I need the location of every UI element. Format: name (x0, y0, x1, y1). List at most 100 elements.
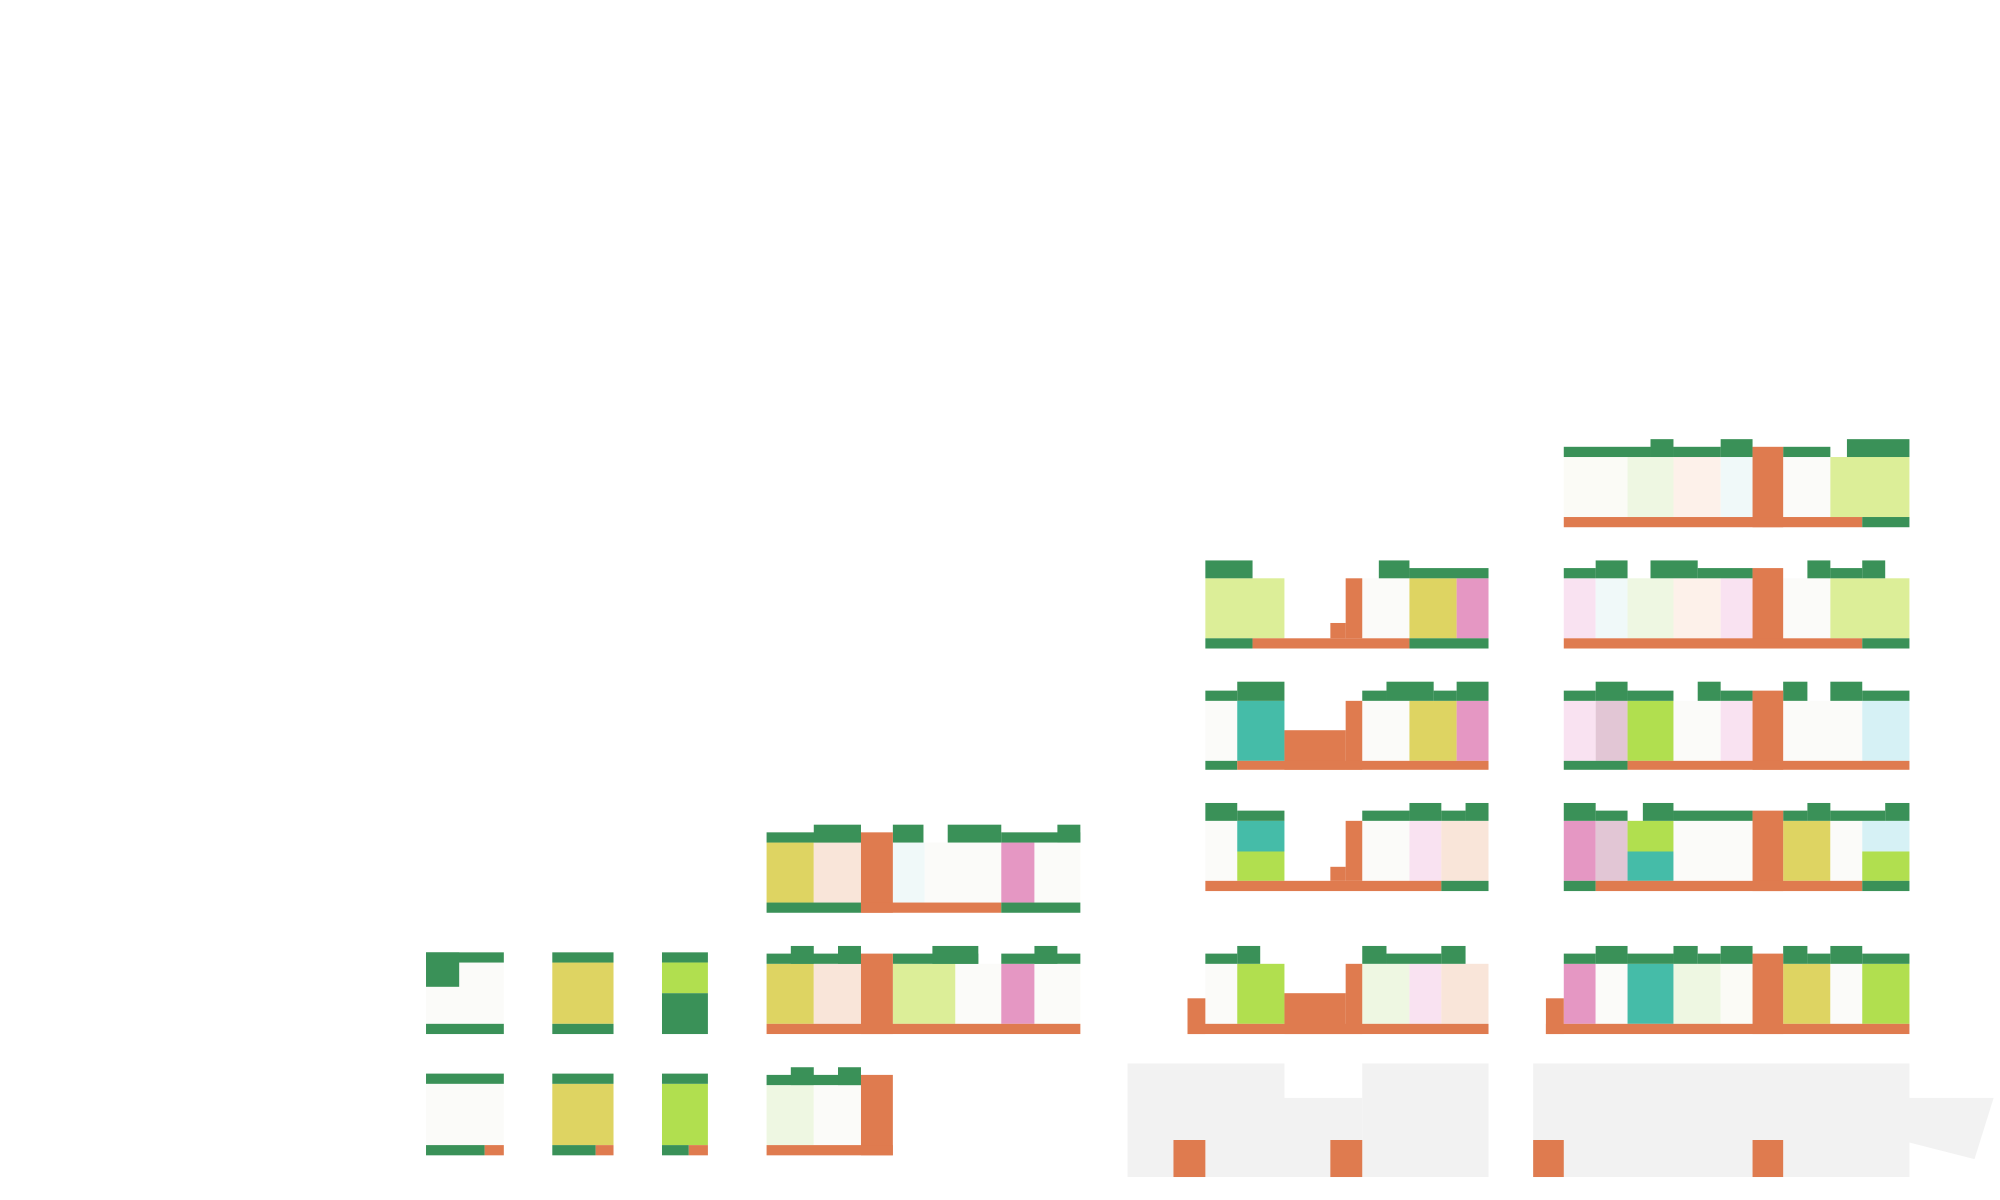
green-roof (1650, 439, 1674, 458)
green-roof (1830, 810, 1886, 821)
green-roof (661, 1073, 708, 1084)
structure (1252, 638, 1410, 649)
green-roof (1595, 945, 1628, 964)
green-roof (1885, 802, 1910, 821)
room (1595, 963, 1628, 1024)
structure (1330, 622, 1346, 639)
green-roof (661, 1145, 689, 1156)
green-roof (1862, 690, 1910, 701)
room (552, 1083, 614, 1146)
room (813, 842, 861, 903)
green-roof (1627, 953, 1674, 964)
green-roof (1830, 568, 1863, 579)
structure (1752, 568, 1784, 649)
structure (1752, 810, 1784, 892)
room (1205, 820, 1238, 881)
room (1862, 820, 1910, 852)
structure (1533, 1140, 1564, 1178)
structure (1330, 866, 1346, 881)
room (1409, 963, 1442, 1024)
structure (1345, 700, 1363, 770)
room (1627, 963, 1674, 1024)
room (1205, 963, 1238, 1024)
green-roof (552, 952, 614, 963)
room (1673, 700, 1721, 761)
structure (1627, 760, 1910, 770)
room (1409, 700, 1457, 761)
green-roof (1362, 945, 1387, 964)
ground (1533, 1063, 1910, 1178)
structure (860, 1074, 893, 1156)
structure (860, 832, 893, 913)
green-roof (1001, 902, 1081, 913)
structure (1205, 880, 1442, 892)
room (813, 1085, 861, 1146)
green-roof (1237, 945, 1261, 964)
green-roof (790, 1067, 814, 1086)
room (1783, 820, 1831, 881)
room (766, 963, 814, 1024)
structure (1173, 1140, 1206, 1178)
room (1409, 820, 1442, 881)
green-roof (661, 952, 708, 963)
green-roof (1862, 953, 1910, 964)
green-roof (1205, 760, 1238, 770)
green-roof (1205, 560, 1253, 579)
room (1862, 963, 1910, 1024)
green-roof (1627, 690, 1674, 701)
green-roof (1697, 568, 1753, 579)
room (1409, 578, 1457, 639)
green-roof (426, 952, 460, 987)
green-roof (552, 1145, 596, 1156)
green-roof (1441, 945, 1466, 964)
green-roof (1697, 953, 1721, 964)
room (1362, 963, 1410, 1024)
structure (1752, 690, 1784, 770)
structure (484, 1145, 504, 1156)
green-roof (1673, 945, 1698, 964)
room (1783, 457, 1831, 518)
green-roof (1409, 802, 1442, 821)
green-roof (1034, 945, 1058, 964)
room (1001, 842, 1035, 903)
green-roof (1237, 810, 1285, 821)
green-roof (1441, 880, 1489, 892)
green-roof (1386, 953, 1442, 964)
green-roof (661, 993, 708, 1035)
green-roof (1862, 517, 1910, 528)
room (1627, 851, 1674, 881)
green-roof (1862, 638, 1910, 649)
green-roof (1783, 681, 1808, 701)
green-roof (1697, 681, 1721, 701)
room (1362, 578, 1410, 639)
green-roof (1642, 802, 1674, 821)
room (1563, 820, 1596, 881)
green-roof (1720, 439, 1753, 458)
structure (860, 902, 1002, 913)
green-roof (1409, 638, 1489, 649)
room (661, 1083, 708, 1146)
green-roof (1862, 880, 1910, 892)
green-roof (892, 824, 924, 843)
green-roof (1720, 945, 1753, 964)
structure (766, 1023, 1081, 1035)
room (1673, 963, 1721, 1024)
room (1720, 700, 1753, 761)
room (1830, 578, 1910, 639)
green-roof (1563, 760, 1628, 770)
green-roof (1205, 953, 1238, 964)
green-roof (1456, 681, 1489, 701)
room (1830, 457, 1910, 518)
room (1205, 700, 1238, 761)
green-roof (947, 824, 1002, 843)
room (1862, 851, 1910, 881)
room (1830, 963, 1863, 1024)
structure (1752, 446, 1784, 528)
green-roof (1433, 690, 1457, 701)
room (813, 963, 861, 1024)
room (1237, 820, 1285, 852)
room (1783, 963, 1831, 1024)
green-roof (1409, 568, 1489, 579)
green-roof (552, 1073, 614, 1084)
